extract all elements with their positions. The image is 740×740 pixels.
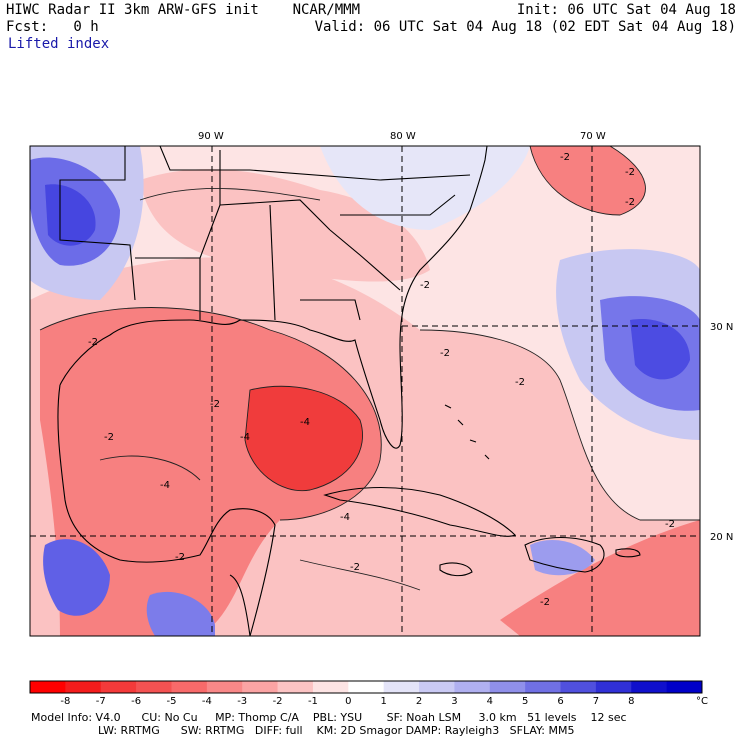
lon-label: 90 W bbox=[198, 131, 224, 142]
graticule bbox=[30, 146, 700, 636]
map-frame bbox=[29, 145, 701, 637]
contour-label: -2 bbox=[88, 337, 98, 348]
colorbar-cell bbox=[100, 681, 137, 693]
model-info-line2: LW: RRTMG SW: RRTMG DIFF: full KM: 2D Sm… bbox=[98, 724, 575, 737]
colorbar-label: -3 bbox=[237, 696, 247, 706]
colorbar-frame bbox=[29, 680, 703, 694]
init-time: Init: 06 UTC Sat 04 Aug 18 bbox=[516, 2, 736, 18]
colorbar-label: 3 bbox=[451, 696, 457, 706]
forecast-hour: Fcst: 0 h bbox=[6, 19, 99, 35]
colorbar-label: -5 bbox=[166, 696, 176, 706]
contour-label: -4 bbox=[160, 480, 170, 491]
colorbar-label: 1 bbox=[380, 696, 386, 706]
contour-label: -2 bbox=[440, 348, 450, 359]
colorbar-cell bbox=[242, 681, 279, 693]
map-field: -2 -2 -2 -4 -4 -4 -4 -2 -2 -2 -2 -2 -2 -… bbox=[30, 146, 700, 636]
contour-label: -4 bbox=[340, 512, 350, 523]
colorbar-label: -8 bbox=[60, 696, 70, 706]
colorbar-label: 4 bbox=[487, 696, 493, 706]
colorbar-cells bbox=[29, 680, 703, 694]
colorbar-label: 2 bbox=[416, 696, 422, 706]
contour-label: -2 bbox=[104, 432, 114, 443]
contour-label: -2 bbox=[625, 167, 635, 178]
graticule-labels: 90 W 80 W 70 W 30 N 20 N bbox=[198, 131, 733, 543]
contour-label: -2 bbox=[175, 552, 185, 563]
lon-label: 70 W bbox=[580, 131, 606, 142]
colorbar-cell bbox=[171, 681, 208, 693]
colorbar-cell bbox=[30, 681, 66, 693]
colorbar-cell bbox=[560, 681, 597, 693]
contour-label: -4 bbox=[300, 417, 310, 428]
header-title: HIWC Radar II 3km ARW-GFS init NCAR/MMM bbox=[6, 2, 361, 18]
valid-time: Valid: 06 UTC Sat 04 Aug 18 (02 EDT Sat … bbox=[314, 19, 736, 35]
colorbar: -8 -7 -6 -5 -4 -3 -2 -1 0 1 2 3 4 5 6 7 8 °C bbox=[29, 680, 708, 706]
model-info-line1: Model Info: V4.0 CU: No Cu MP: Thomp C/A… bbox=[31, 711, 627, 724]
lat-label: 20 N bbox=[710, 532, 733, 543]
variable-name: Lifted index bbox=[8, 36, 110, 52]
colorbar-label: 5 bbox=[522, 696, 528, 706]
contour-label: -2 bbox=[560, 152, 570, 163]
colorbar-cell bbox=[525, 681, 562, 693]
colorbar-cell bbox=[631, 681, 668, 693]
contours bbox=[39, 146, 700, 591]
lifted-index-map: -2 -2 -2 -4 -4 -4 -4 -2 -2 -2 -2 -2 -2 -… bbox=[29, 131, 733, 637]
colorbar-cell bbox=[666, 681, 703, 693]
colorbar-cell bbox=[419, 681, 455, 693]
colorbar-cell bbox=[383, 681, 420, 693]
contour-label: -2 bbox=[665, 519, 675, 530]
colorbar-cell bbox=[65, 681, 102, 693]
lat-label: 30 N bbox=[710, 322, 733, 333]
contour-label: -2 bbox=[210, 399, 220, 410]
colorbar-label: 6 bbox=[557, 696, 563, 706]
colorbar-cell bbox=[595, 681, 632, 693]
colorbar-label: 0 bbox=[345, 696, 351, 706]
contour-label: -2 bbox=[420, 280, 430, 291]
contour-label: -2 bbox=[350, 562, 360, 573]
colorbar-label: -1 bbox=[308, 696, 318, 706]
colorbar-label: 7 bbox=[593, 696, 599, 706]
colorbar-label: -6 bbox=[131, 696, 141, 706]
contour-label: -2 bbox=[515, 377, 525, 388]
colorbar-label: -4 bbox=[202, 696, 212, 706]
coastlines bbox=[57, 146, 641, 636]
colorbar-cell bbox=[454, 681, 491, 693]
contour-labels: -2 -2 -2 -4 -4 -4 -4 -2 -2 -2 -2 -2 -2 -… bbox=[88, 152, 675, 608]
colorbar-label: -2 bbox=[273, 696, 283, 706]
colorbar-cell bbox=[136, 681, 172, 693]
contour-label: -4 bbox=[240, 432, 250, 443]
contour-label: -2 bbox=[540, 597, 550, 608]
contour-label: -2 bbox=[625, 197, 635, 208]
colorbar-cell bbox=[348, 681, 385, 693]
lon-label: 80 W bbox=[390, 131, 416, 142]
colorbar-unit: °C bbox=[696, 696, 708, 706]
colorbar-labels: -8 -7 -6 -5 -4 -3 -2 -1 0 1 2 3 4 5 6 7 8 bbox=[60, 696, 634, 706]
colorbar-cell bbox=[206, 681, 243, 693]
colorbar-label: 8 bbox=[628, 696, 634, 706]
colorbar-label: -7 bbox=[96, 696, 106, 706]
colorbar-cell bbox=[312, 681, 349, 693]
colorbar-cell bbox=[277, 681, 314, 693]
colorbar-cell bbox=[489, 681, 526, 693]
